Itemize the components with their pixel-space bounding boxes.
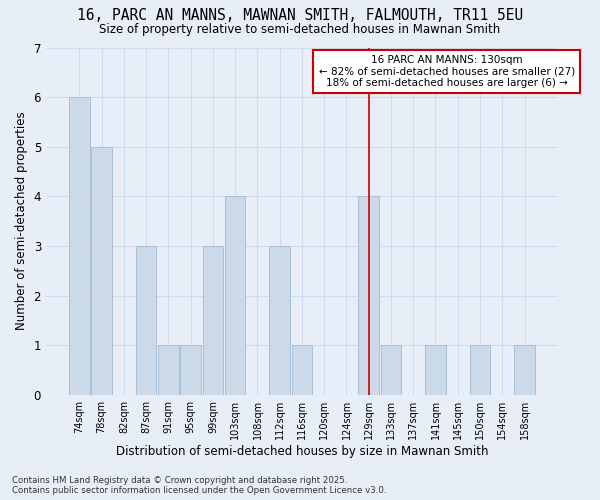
Bar [181, 345, 201, 395]
Bar [225, 196, 245, 395]
Bar [69, 97, 89, 395]
Text: Contains HM Land Registry data © Crown copyright and database right 2025.
Contai: Contains HM Land Registry data © Crown c… [12, 476, 386, 495]
X-axis label: Distribution of semi-detached houses by size in Mawnan Smith: Distribution of semi-detached houses by … [116, 444, 488, 458]
Bar [358, 196, 379, 395]
Bar [514, 345, 535, 395]
Text: 16 PARC AN MANNS: 130sqm
← 82% of semi-detached houses are smaller (27)
18% of s: 16 PARC AN MANNS: 130sqm ← 82% of semi-d… [319, 55, 575, 88]
Bar [136, 246, 157, 395]
Bar [203, 246, 223, 395]
Bar [470, 345, 490, 395]
Bar [91, 146, 112, 395]
Bar [158, 345, 179, 395]
Bar [269, 246, 290, 395]
Bar [381, 345, 401, 395]
Y-axis label: Number of semi-detached properties: Number of semi-detached properties [15, 112, 28, 330]
Bar [425, 345, 446, 395]
Text: Size of property relative to semi-detached houses in Mawnan Smith: Size of property relative to semi-detach… [100, 22, 500, 36]
Text: 16, PARC AN MANNS, MAWNAN SMITH, FALMOUTH, TR11 5EU: 16, PARC AN MANNS, MAWNAN SMITH, FALMOUT… [77, 8, 523, 22]
Bar [292, 345, 312, 395]
